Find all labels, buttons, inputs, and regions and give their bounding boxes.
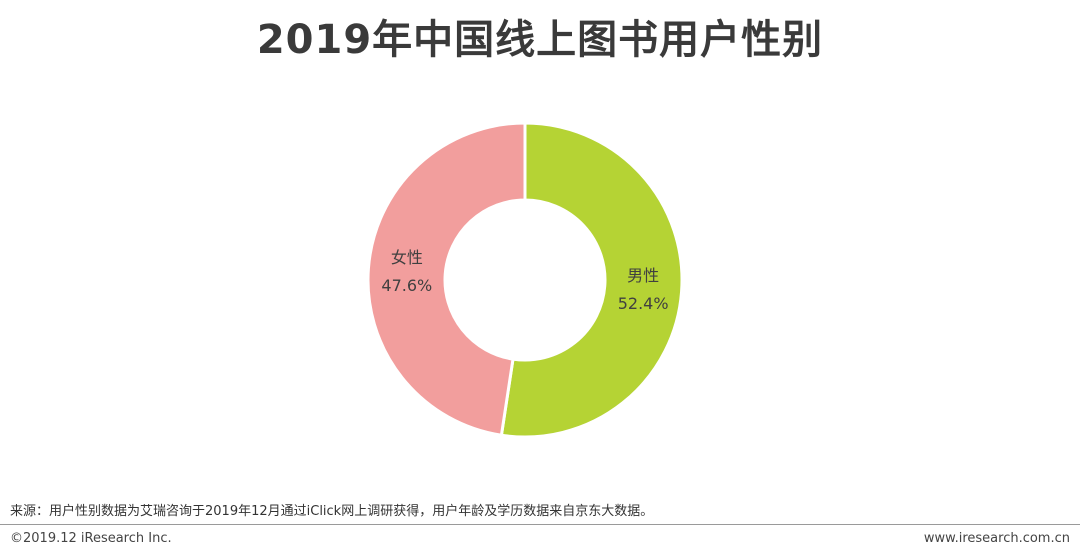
source-note: 来源：用户性别数据为艾瑞咨询于2019年12月通过iClick网上调研获得，用户…	[10, 504, 654, 519]
slice-label-female: 女性	[391, 248, 423, 267]
donut-slice-female	[366, 121, 527, 437]
website-url: www.iresearch.com.cn	[923, 531, 1070, 546]
copyright-text: ©2019.12 iResearch Inc.	[10, 531, 172, 546]
donut-labels: 男性 52.4% 女性 47.6%	[381, 248, 668, 313]
slice-value-female: 47.6%	[381, 276, 432, 295]
chart-title: 2019年中国线上图书用户性别	[256, 17, 824, 63]
slice-value-male: 52.4%	[618, 294, 669, 313]
slice-label-male: 男性	[627, 266, 659, 285]
donut-slice-male	[499, 121, 684, 439]
donut-slices	[366, 121, 684, 439]
footer-divider	[0, 524, 1080, 525]
